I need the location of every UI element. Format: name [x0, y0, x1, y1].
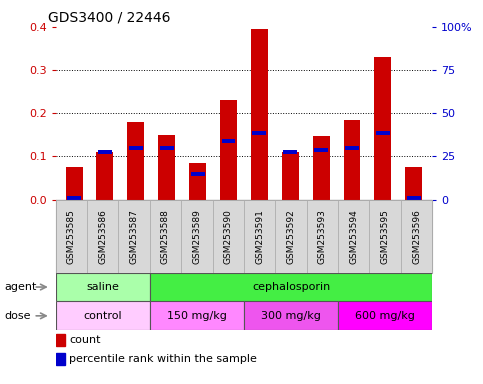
Text: GSM253585: GSM253585 — [67, 209, 76, 263]
Bar — [251, 29, 268, 200]
Bar — [313, 136, 329, 200]
Bar — [150, 301, 244, 330]
Bar — [67, 196, 81, 200]
Bar — [118, 200, 150, 273]
Bar — [244, 200, 275, 273]
Bar — [307, 200, 338, 273]
Bar — [338, 301, 432, 330]
Bar — [150, 200, 181, 273]
Bar — [87, 200, 118, 273]
Bar — [369, 200, 401, 273]
Text: count: count — [69, 335, 100, 345]
Bar — [128, 122, 144, 200]
Bar — [374, 57, 391, 200]
Text: agent: agent — [5, 282, 37, 292]
Text: GSM253589: GSM253589 — [192, 209, 201, 263]
Bar — [220, 100, 237, 200]
Text: cephalosporin: cephalosporin — [252, 282, 330, 292]
Text: saline: saline — [86, 282, 119, 292]
Bar — [189, 163, 206, 200]
Bar — [98, 150, 112, 154]
Text: percentile rank within the sample: percentile rank within the sample — [69, 354, 257, 364]
Bar — [244, 301, 338, 330]
Text: 150 mg/kg: 150 mg/kg — [167, 311, 227, 321]
Bar — [129, 146, 143, 150]
Text: GSM253593: GSM253593 — [318, 209, 327, 263]
Text: 600 mg/kg: 600 mg/kg — [355, 311, 415, 321]
Bar — [56, 353, 65, 365]
Bar — [314, 148, 328, 152]
Bar — [345, 146, 359, 150]
Bar — [158, 135, 175, 200]
Bar — [401, 200, 432, 273]
Bar — [343, 120, 360, 200]
Bar — [253, 131, 266, 135]
Bar — [222, 139, 235, 143]
Bar — [66, 167, 83, 200]
Text: GSM253594: GSM253594 — [349, 209, 358, 263]
Text: GSM253587: GSM253587 — [129, 209, 139, 263]
Text: dose: dose — [5, 311, 31, 321]
Bar — [376, 131, 390, 135]
Text: GDS3400 / 22446: GDS3400 / 22446 — [48, 10, 170, 24]
Bar — [181, 200, 213, 273]
Text: GSM253591: GSM253591 — [255, 209, 264, 263]
Bar — [56, 334, 65, 346]
Text: control: control — [84, 311, 122, 321]
Bar — [56, 273, 150, 301]
Bar — [191, 172, 204, 176]
Bar — [407, 196, 421, 200]
Bar — [213, 200, 244, 273]
Bar — [97, 152, 114, 200]
Bar — [160, 146, 174, 150]
Text: GSM253588: GSM253588 — [161, 209, 170, 263]
Bar — [56, 200, 87, 273]
Text: GSM253595: GSM253595 — [381, 209, 390, 263]
Text: 300 mg/kg: 300 mg/kg — [261, 311, 321, 321]
Text: GSM253586: GSM253586 — [98, 209, 107, 263]
Text: GSM253596: GSM253596 — [412, 209, 421, 263]
Bar — [56, 301, 150, 330]
Bar — [284, 150, 297, 154]
Bar — [275, 200, 307, 273]
Bar — [405, 167, 422, 200]
Bar — [338, 200, 369, 273]
Bar — [282, 152, 298, 200]
Text: GSM253590: GSM253590 — [224, 209, 233, 263]
Bar — [150, 273, 432, 301]
Text: GSM253592: GSM253592 — [286, 209, 296, 263]
